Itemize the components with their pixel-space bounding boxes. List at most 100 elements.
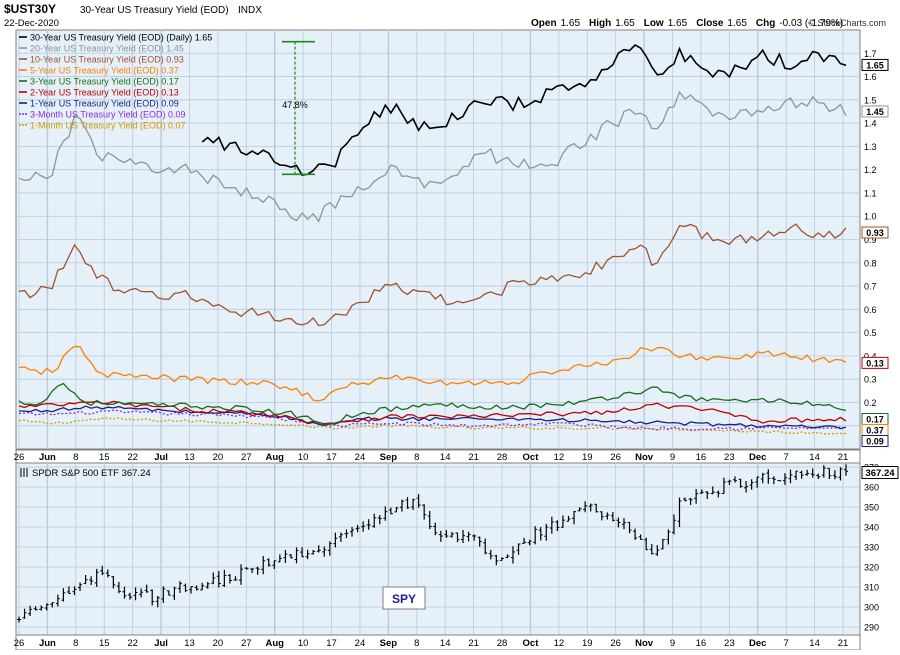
- date-axis-label: 14: [440, 452, 451, 463]
- yield-axis-tick: 0.4: [864, 351, 877, 361]
- price-panel: [15, 462, 861, 636]
- price-axis-tick: 320: [864, 563, 879, 573]
- date-axis-label: Sep: [380, 638, 398, 649]
- yield-series-line: [18, 417, 847, 435]
- yield-date-labels: 26 Jun 8 15 22 Jul 13 20 27 Aug 10 17 24 Sep 8 14 21 28 Oc…: [14, 452, 849, 463]
- date-axis-label: 28: [497, 452, 508, 463]
- date-axis-label: 22: [127, 452, 138, 463]
- yield-legend: 30-Year US Treasury Yield (EOD) (Daily) …: [19, 33, 212, 131]
- date-axis-label: 12: [554, 452, 565, 463]
- date-axis-label: Nov: [635, 638, 654, 649]
- date-axis-label: 10: [298, 452, 309, 463]
- legend-entry: 3-Year US Treasury Yield (EOD) 0.17: [30, 77, 179, 87]
- yield-series-lines: [18, 44, 847, 435]
- date-axis-label: 20: [213, 638, 224, 649]
- price-axis-tick: 300: [864, 603, 879, 613]
- price-axis-tick: 330: [864, 543, 879, 553]
- yield-axis-tick: 0.5: [864, 328, 877, 338]
- date-axis-label: 24: [355, 452, 366, 463]
- date-axis-label: 9: [670, 638, 675, 649]
- legend-entry: 5-Year US Treasury Yield (EOD) 0.37: [30, 66, 179, 76]
- date-axis-label: 28: [497, 638, 508, 649]
- date-axis-label: 19: [582, 452, 593, 463]
- yield-axis-tick: 1.4: [864, 119, 877, 129]
- date-axis-label: 26: [610, 638, 621, 649]
- last-value-label: 1.45: [866, 107, 884, 117]
- date-axis-label: 26: [610, 452, 621, 463]
- yield-last-value-tags: 1.65 1.45 0.93 0.13 0.170.370.09: [861, 58, 889, 447]
- ohlc-value: 1.65: [668, 18, 688, 29]
- date-axis-label: Aug: [265, 452, 284, 463]
- price-axis-tick: 360: [864, 483, 879, 493]
- price-last-tag: [861, 466, 899, 480]
- date-axis-label: 26: [14, 452, 25, 463]
- ohlc-label: Chg: [756, 18, 775, 29]
- date-axis-label: 13: [184, 452, 195, 463]
- price-gridlines: [16, 463, 860, 635]
- date-axis-label: Aug: [265, 638, 284, 649]
- date-axis-label: 16: [696, 452, 707, 463]
- yield-axis-tick: 0.6: [864, 305, 877, 315]
- price-legend-entry: SPDR S&P 500 ETF 367.24: [32, 468, 151, 479]
- date-axis-label: 27: [241, 452, 252, 463]
- date-axis-label: 23: [724, 638, 735, 649]
- yield-axis-tick: 1.5: [864, 95, 877, 105]
- yield-series-line: [18, 405, 847, 430]
- date-axis-label: 7: [784, 638, 789, 649]
- ohlc-label: High: [589, 18, 611, 29]
- yield-axis-tick: 0.9: [864, 235, 877, 245]
- yield-axis-tick: 1.1: [864, 188, 877, 198]
- date-axis-label: 10: [298, 638, 309, 649]
- date-axis-label: 9: [670, 452, 675, 463]
- date-axis-label: Jun: [39, 452, 56, 463]
- date-axis-label: 22: [127, 638, 138, 649]
- date-axis-label: 19: [582, 638, 593, 649]
- yield-change-annotation: 47.8%: [282, 40, 315, 176]
- last-value-tag: [861, 226, 889, 239]
- yield-series-line: [18, 345, 847, 402]
- price-axis-tick: 350: [864, 503, 879, 513]
- date-axis-label: 12: [554, 638, 565, 649]
- legend-entry: 20-Year US Treasury Yield (EOD) 1.45: [30, 44, 184, 54]
- last-value-tag: [861, 356, 889, 369]
- legend-entry: 1-Month US Treasury Yield (EOD) 0.07: [30, 121, 186, 131]
- symbol-name: 30-Year US Treasury Yield (EOD): [80, 5, 229, 16]
- date-axis-label: 20: [213, 452, 224, 463]
- ohlc-summary: Open 1.65 High 1.65 Low 1.65 Close 1.65 Chg -0.03…: [531, 18, 843, 29]
- date-axis-label: 24: [355, 638, 366, 649]
- yield-series-line: [18, 409, 847, 431]
- last-value-label: 0.93: [866, 228, 884, 238]
- ohlc-label: Close: [696, 18, 724, 29]
- date-axis-label: Dec: [749, 638, 766, 649]
- price-axis-tick: 290: [864, 623, 879, 633]
- exchange-label: INDX: [238, 5, 262, 16]
- yield-series-line: [18, 400, 847, 425]
- yield-series-line: [18, 382, 847, 426]
- date-axis-label: Nov: [635, 452, 654, 463]
- price-legend: SPDR S&P 500 ETF 367.24: [20, 468, 151, 479]
- date-axis-label: Jun: [39, 638, 56, 649]
- yield-axis-tick: 1.3: [864, 142, 877, 152]
- date-axis-label: 15: [99, 452, 110, 463]
- last-value-label: 0.37: [866, 426, 884, 436]
- legend-entry: 3-Month US Treasury Yield (EOD) 0.09: [30, 110, 186, 120]
- legend-entry: 2-Year US Treasury Yield (EOD) 0.13: [30, 88, 179, 98]
- ohlc-value: -0.03 (-1.79%): [779, 18, 843, 29]
- date-axis-label: 8: [414, 638, 419, 649]
- symbol-label: $UST30Y: [4, 2, 56, 16]
- yield-series-line: [201, 44, 847, 176]
- date-axis-label: 8: [73, 452, 78, 463]
- date-axis-label: 26: [14, 638, 25, 649]
- date-axis-label: 13: [184, 638, 195, 649]
- date-axis-label: 17: [326, 638, 337, 649]
- date-axis-label: 14: [809, 638, 820, 649]
- last-value-label: 0.17: [866, 415, 884, 425]
- legend-entry: 30-Year US Treasury Yield (EOD) (Daily) …: [30, 33, 212, 43]
- ohlc-value: 1.65: [727, 18, 747, 29]
- date-axis-label: 14: [809, 452, 820, 463]
- spy-watermark: SPY: [382, 586, 426, 610]
- yield-axis-tick: 0.7: [864, 282, 877, 292]
- yield-axis-tick: 1.7: [864, 49, 877, 59]
- yield-axis-tick: 1.6: [864, 72, 877, 82]
- ohlc-label: Open: [531, 18, 557, 29]
